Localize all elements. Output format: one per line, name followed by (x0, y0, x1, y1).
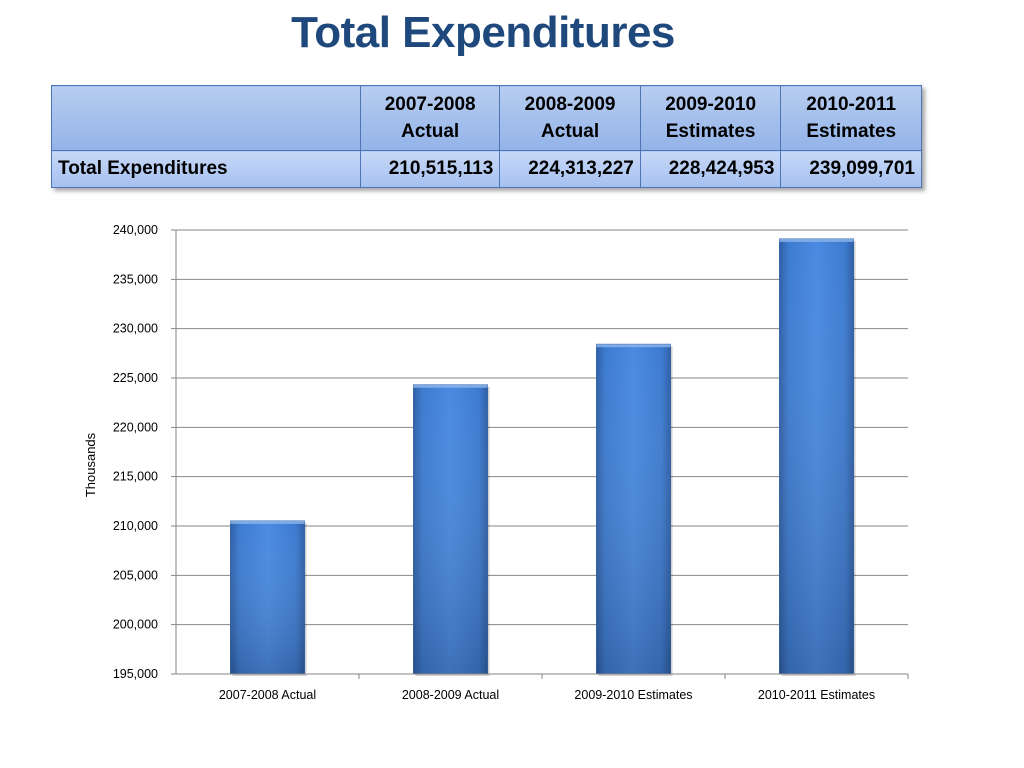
y-tick-label: 215,000 (113, 470, 158, 484)
bar-layer (230, 238, 856, 676)
axis-layer: 195,000 200,000 205,000 210,000 215,000 220,0… (113, 223, 909, 702)
header-cell-2008-2009: 2008-2009 Actual (499, 85, 641, 151)
row-value-2007-2008: 210,515,113 (359, 150, 501, 188)
y-tick-label: 195,000 (113, 667, 158, 681)
x-tick-label: 2010-2011 Estimates (758, 688, 875, 702)
x-tick-label: 2008-2009 Actual (402, 688, 499, 702)
bar-shade (596, 344, 671, 674)
y-tick-label: 225,000 (113, 371, 158, 385)
bar-shade (230, 520, 305, 674)
y-tick-label: 230,000 (113, 322, 158, 336)
expenditure-summary-table: 2007-2008 Actual 2008-2009 Actual 2009-2… (51, 85, 922, 188)
bar-shade (779, 238, 854, 674)
row-label: Total Expenditures (51, 150, 361, 188)
table-header-row: 2007-2008 Actual 2008-2009 Actual 2009-2… (51, 85, 922, 151)
y-axis-label: Thousands (83, 432, 98, 497)
bar-shade (413, 384, 488, 674)
x-tick-label: 2007-2008 Actual (219, 688, 316, 702)
table-row: Total Expenditures 210,515,113 224,313,2… (51, 150, 922, 188)
expenditure-bar-chart: 195,000 200,000 205,000 210,000 215,000 220,0… (83, 223, 909, 702)
page-title: Total Expenditures (291, 8, 675, 57)
y-tick-label: 240,000 (113, 223, 158, 237)
row-value-2010-2011: 239,099,701 (780, 150, 922, 188)
y-tick-label: 205,000 (113, 568, 158, 582)
y-tick-label: 200,000 (113, 618, 158, 632)
header-cell-empty (51, 85, 361, 151)
header-cell-2010-2011: 2010-2011 Estimates (780, 85, 922, 151)
y-tick-label: 220,000 (113, 420, 158, 434)
header-cell-2009-2010: 2009-2010 Estimates (639, 85, 782, 151)
x-tick-label: 2009-2010 Estimates (574, 688, 692, 702)
bar-cap (230, 520, 305, 524)
y-tick-label: 210,000 (113, 519, 158, 533)
bar-cap (596, 344, 671, 348)
y-tick-label: 235,000 (113, 272, 158, 286)
bar-cap (779, 238, 854, 242)
row-value-2008-2009: 224,313,227 (499, 150, 641, 188)
row-value-2009-2010: 228,424,953 (639, 150, 782, 188)
header-cell-2007-2008: 2007-2008 Actual (359, 85, 501, 151)
bar-cap (413, 384, 488, 388)
